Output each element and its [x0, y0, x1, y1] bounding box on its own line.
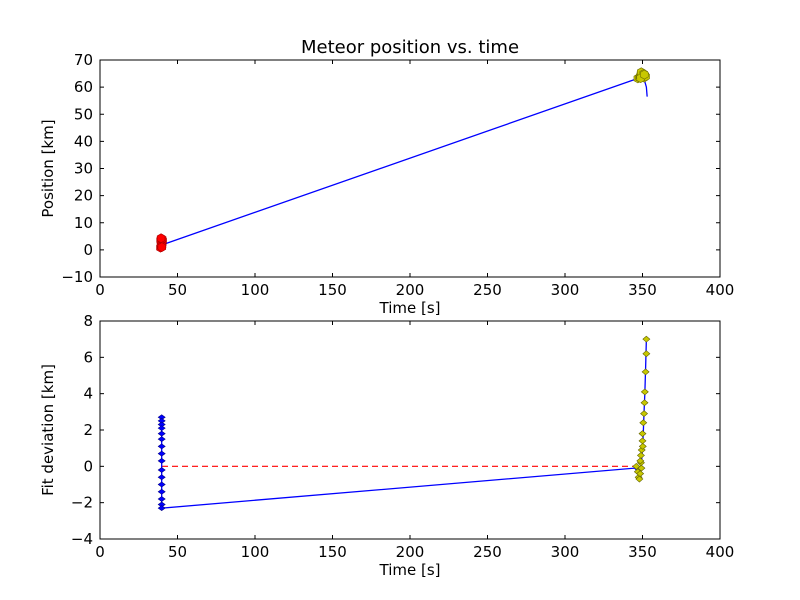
bottom-xtick-label: 150 — [318, 543, 347, 561]
chart-title: Meteor position vs. time — [301, 37, 519, 58]
bottom-xtick-label: 50 — [168, 543, 187, 561]
top-ytick-label: 60 — [74, 78, 93, 96]
top-xtick-label: 50 — [168, 281, 187, 299]
bottom-ytick-label: 8 — [83, 312, 93, 330]
top-xtick-label: 0 — [95, 281, 105, 299]
bottom-xtick-label: 400 — [706, 543, 735, 561]
station2-residual-point — [640, 410, 649, 418]
station2-residual-point — [635, 475, 644, 483]
station2-residual-point — [641, 368, 650, 376]
station1-residual-point — [157, 458, 166, 464]
top-ytick-label: 70 — [74, 51, 93, 69]
top-xtick-label: 100 — [241, 281, 270, 299]
station1-residual-point — [157, 496, 166, 502]
station2-point — [640, 69, 649, 80]
bottom-xtick-label: 200 — [396, 543, 425, 561]
top-ytick-label: 20 — [74, 187, 93, 205]
bottom-ytick-label: 2 — [83, 421, 93, 439]
station2-residual-point — [639, 419, 648, 427]
top-xtick-label: 200 — [396, 281, 425, 299]
station2-residual-point — [642, 350, 651, 358]
top-y-axis-label: Position [km] — [39, 119, 57, 217]
top-xtick-label: 250 — [473, 281, 502, 299]
station2-residual-point — [640, 388, 649, 396]
bottom-xtick-label: 350 — [628, 543, 657, 561]
station1-point — [157, 242, 167, 253]
bottom-xtick-label: 0 — [95, 543, 105, 561]
station2-residual-point — [640, 399, 649, 407]
station2-residual-point — [637, 464, 646, 472]
top-xtick-label: 150 — [318, 281, 347, 299]
station1-residual-point — [157, 425, 166, 432]
station1-residual-point — [157, 443, 166, 450]
bottom-ytick-label: 0 — [83, 457, 93, 475]
station2-residual-point — [636, 457, 645, 465]
bottom-xtick-label: 300 — [551, 543, 580, 561]
bottom-frame — [99, 320, 721, 540]
top-ytick-label: 40 — [74, 132, 93, 150]
station1-residual-point — [157, 481, 166, 488]
top-ytick-label: 30 — [74, 160, 93, 178]
station1-residual-point — [157, 474, 166, 481]
top-ytick-label: 10 — [74, 214, 93, 232]
top-xtick-label: 350 — [628, 281, 657, 299]
bottom-ytick-label: 6 — [83, 348, 93, 366]
bottom-ytick-label: 4 — [83, 385, 93, 403]
station1-residual-point — [157, 488, 166, 495]
top-x-axis-label: Time [s] — [379, 299, 441, 317]
top-frame — [99, 59, 721, 278]
station2-residual-point — [642, 335, 651, 343]
top-ytick-label: 0 — [83, 241, 93, 259]
station1-residual-point — [157, 467, 166, 473]
station2-residual-point — [638, 442, 647, 450]
station1-residual-point — [157, 450, 166, 457]
top-ytick-label: 50 — [74, 105, 93, 123]
station1-residual-point — [157, 430, 166, 437]
bottom-xtick-label: 250 — [473, 543, 502, 561]
station1-residual-point — [157, 505, 166, 511]
station2-residual-point — [636, 470, 645, 477]
top-xtick-label: 400 — [706, 281, 735, 299]
station2-residual-point — [638, 430, 647, 438]
station1-point — [156, 233, 166, 244]
bottom-ytick-label: −4 — [71, 530, 93, 548]
bottom-x-axis-label: Time [s] — [379, 561, 441, 579]
bottom-xtick-label: 100 — [241, 543, 270, 561]
top-xtick-label: 300 — [551, 281, 580, 299]
top-ytick-label: −10 — [61, 268, 93, 286]
station1-residual-point — [157, 436, 166, 442]
deviation-plot: 0 50 100 150 200 250 300 350 400 −4 −2 0 2 4 6 8 Time [s… — [39, 312, 734, 579]
bottom-y-axis-label: Fit deviation [km] — [39, 364, 57, 496]
position-plot: 0 50 100 150 200 250 300 350 400−100102030405060… — [39, 51, 734, 317]
bottom-ytick-label: −2 — [71, 494, 93, 512]
